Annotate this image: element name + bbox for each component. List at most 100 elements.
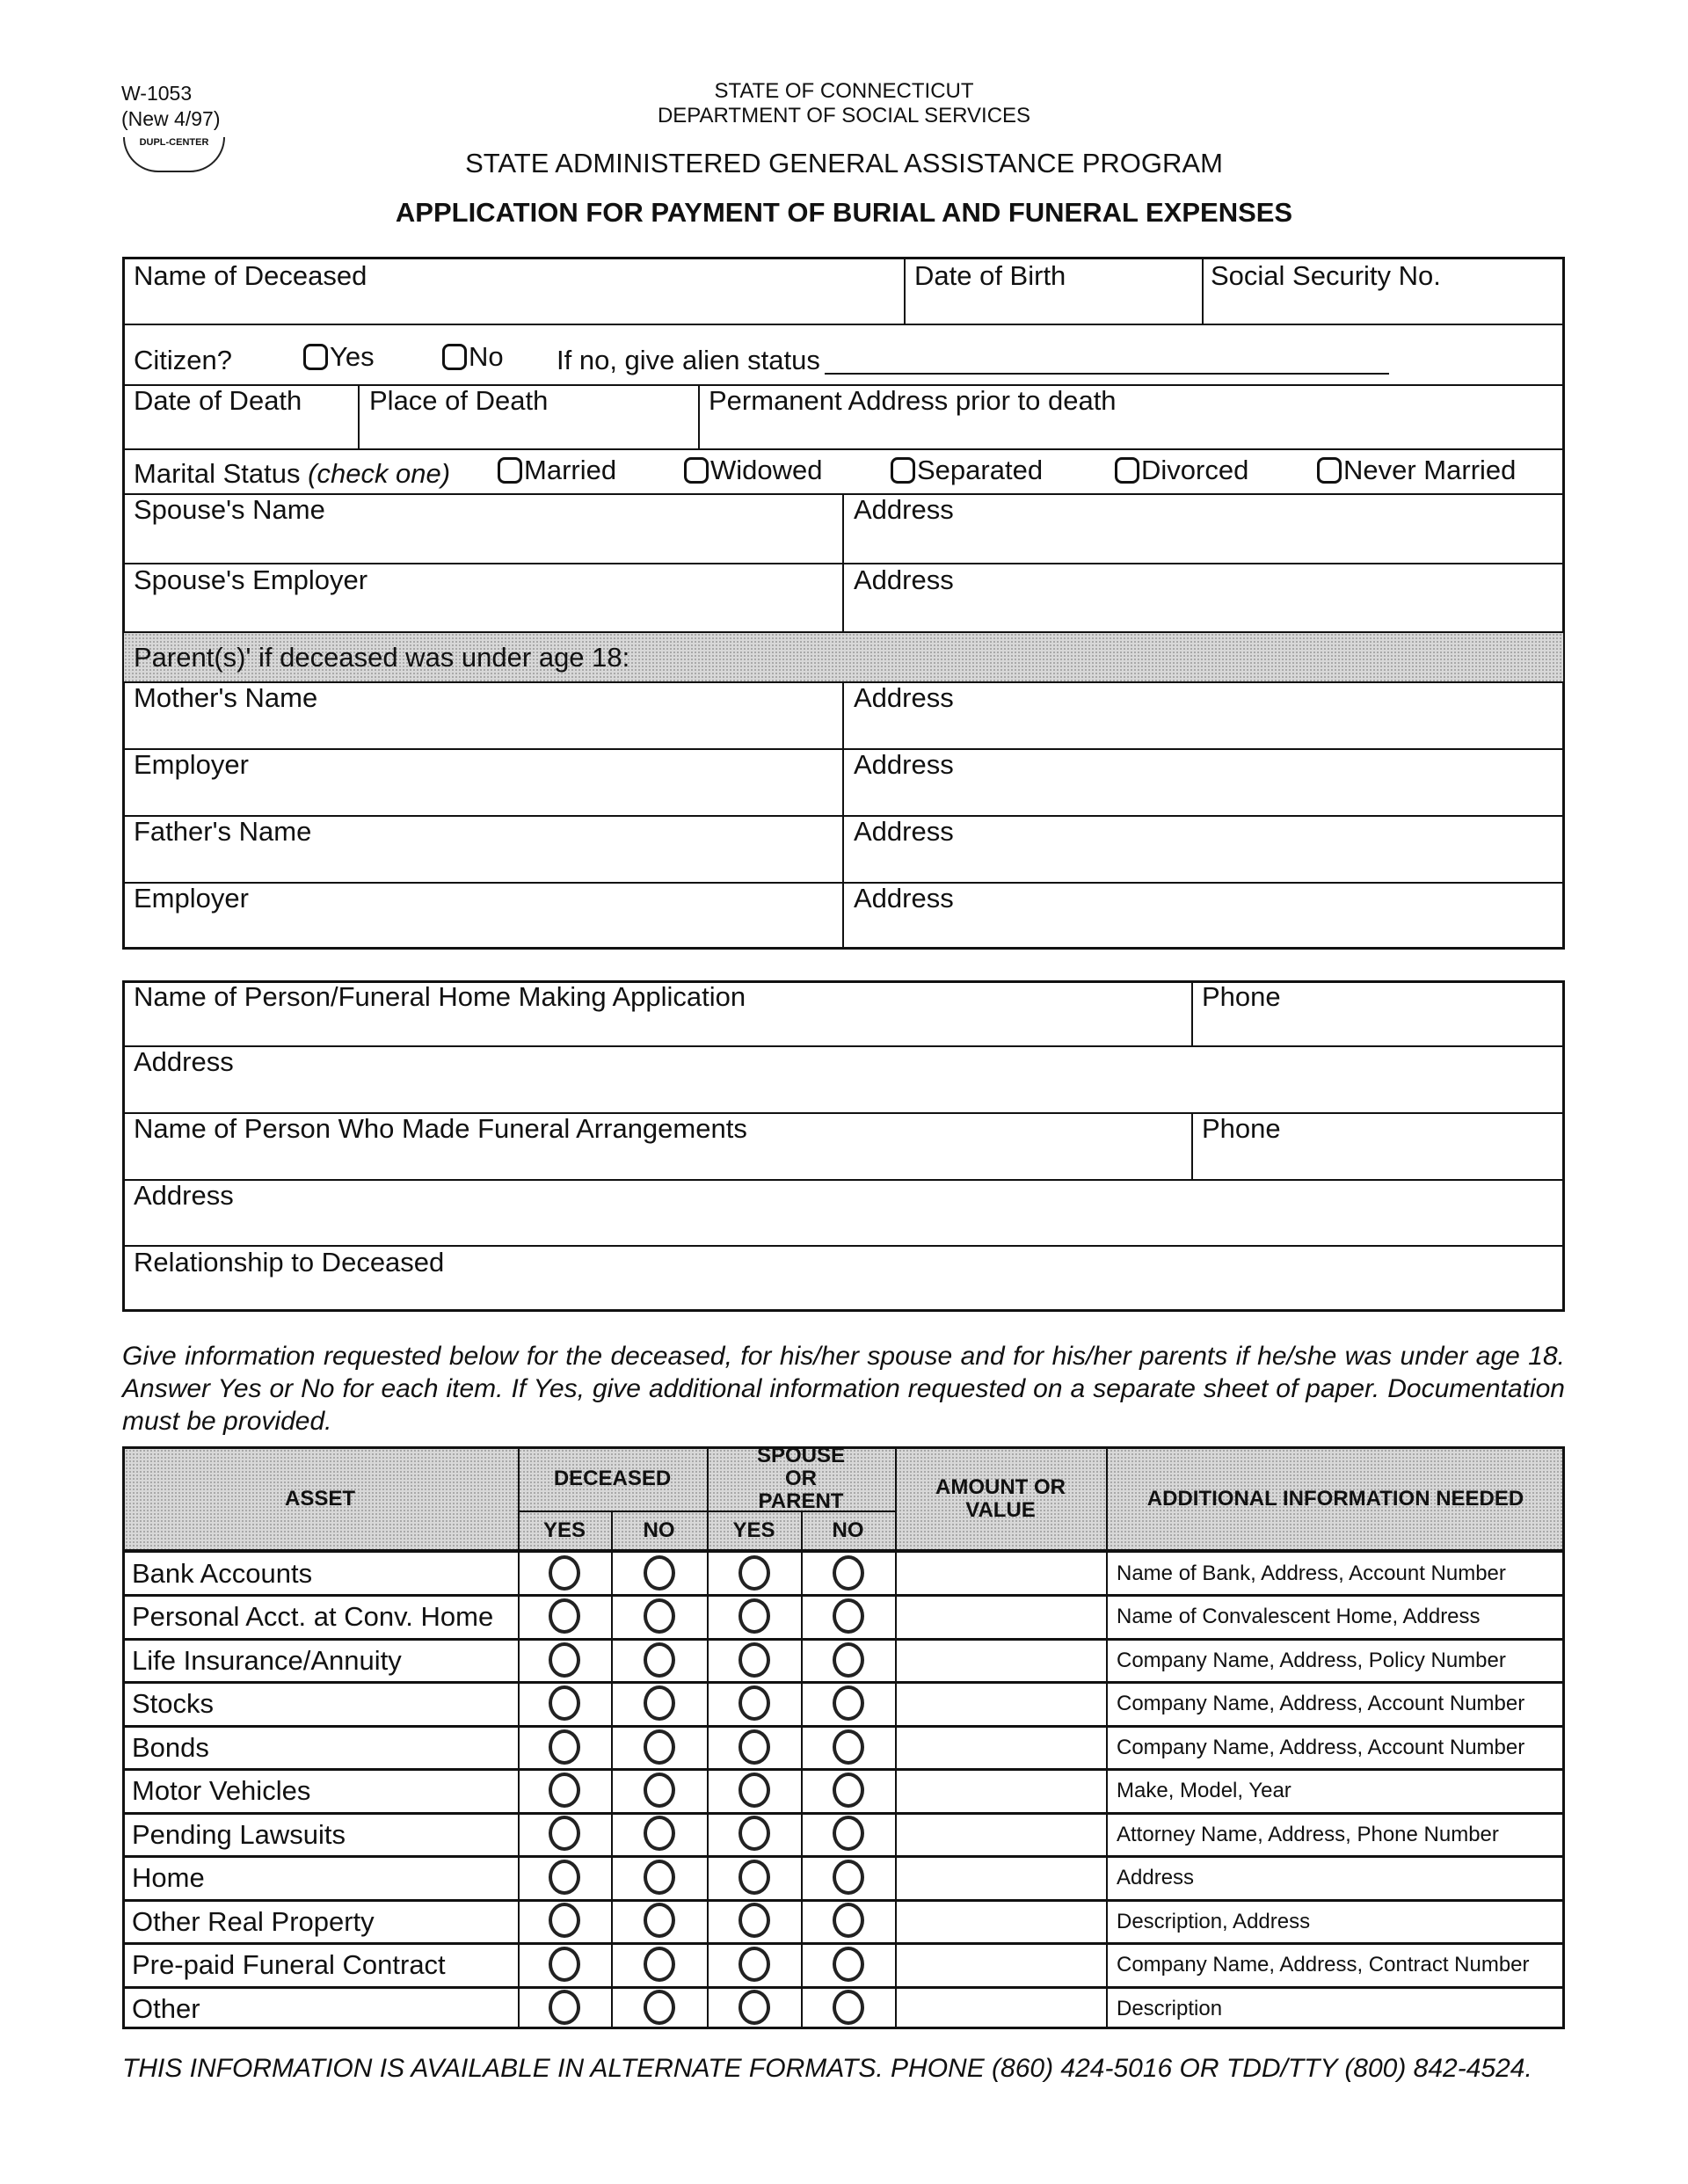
father-employer-field[interactable]: Employer (134, 883, 249, 914)
marital-never-married-checkbox[interactable]: Never Married (1317, 455, 1516, 486)
spouse-yes-radio[interactable] (738, 1903, 770, 1939)
deceased-no-radio[interactable] (643, 1903, 675, 1939)
spouse-employer-address-field[interactable]: Address (854, 564, 954, 595)
deceased-yes-radio[interactable] (549, 1946, 580, 1982)
asset-name: Bank Accounts (132, 1558, 313, 1589)
deceased-yes-radio[interactable] (549, 1859, 580, 1895)
amount-value-field[interactable] (897, 1551, 1104, 1594)
applicant-section (122, 980, 1565, 1312)
spouse-no-radio[interactable] (832, 1990, 864, 2026)
applicant-address-field[interactable]: Address (134, 1046, 234, 1077)
name-of-deceased-field[interactable]: Name of Deceased (134, 260, 367, 291)
deceased-no-radio[interactable] (643, 1859, 675, 1895)
arrangements-address-field[interactable]: Address (134, 1180, 234, 1211)
alien-status-input[interactable] (825, 373, 1389, 375)
date-of-death-field[interactable]: Date of Death (134, 385, 302, 416)
deceased-yes-radio[interactable] (549, 1729, 580, 1765)
amount-value-field[interactable] (897, 1855, 1104, 1898)
spouse-no-radio[interactable] (832, 1946, 864, 1982)
spouse-no-radio[interactable] (832, 1642, 864, 1678)
deceased-yes-radio[interactable] (549, 1642, 580, 1678)
mother-employer-field[interactable]: Employer (134, 749, 249, 780)
spouse-no-radio[interactable] (832, 1729, 864, 1765)
spouse-yes-radio[interactable] (738, 1729, 770, 1765)
marital-separated-checkbox[interactable]: Separated (891, 455, 1043, 486)
spouse-yes-radio[interactable] (738, 1685, 770, 1722)
spouse-no-radio[interactable] (832, 1598, 864, 1634)
spouse-no-radio[interactable] (832, 1685, 864, 1722)
spouse-address-field[interactable]: Address (854, 494, 954, 525)
marital-married-checkbox[interactable]: Married (498, 455, 616, 486)
citizen-yes-checkbox[interactable]: Yes (303, 341, 375, 373)
spouse-name-field[interactable]: Spouse's Name (134, 494, 325, 525)
marital-label: Marital Status (134, 458, 301, 489)
date-of-birth-field[interactable]: Date of Birth (914, 260, 1066, 291)
ssn-field[interactable]: Social Security No. (1211, 260, 1441, 291)
deceased-yes-radio[interactable] (549, 1773, 580, 1808)
spouse-yes-radio[interactable] (738, 1816, 770, 1852)
marital-divorced-checkbox[interactable]: Divorced (1115, 455, 1248, 486)
spouse-no-radio[interactable] (832, 1554, 864, 1591)
amount-value-field[interactable] (897, 1812, 1104, 1855)
deceased-no-radio[interactable] (643, 1729, 675, 1765)
amount-value-field[interactable] (897, 1768, 1104, 1811)
marital-widowed-checkbox[interactable]: Widowed (684, 455, 823, 486)
additional-info-text: Name of Bank, Address, Account Number (1117, 1562, 1506, 1585)
citizen-no-checkbox[interactable]: No (442, 341, 504, 373)
spouse-no-radio[interactable] (832, 1816, 864, 1852)
father-name-field[interactable]: Father's Name (134, 816, 312, 847)
deceased-yes-radio[interactable] (549, 1598, 580, 1634)
deceased-no-radio[interactable] (643, 1685, 675, 1722)
amount-value-field[interactable] (897, 1899, 1104, 1942)
relationship-field[interactable]: Relationship to Deceased (134, 1247, 445, 1278)
deceased-no-radio[interactable] (643, 1598, 675, 1634)
header-asset: ASSET (284, 1486, 355, 1511)
deceased-no-radio[interactable] (643, 1773, 675, 1808)
deceased-yes-radio[interactable] (549, 1554, 580, 1591)
amount-value-field[interactable] (897, 1725, 1104, 1768)
arrangements-name-field[interactable]: Name of Person Who Made Funeral Arrangem… (134, 1113, 747, 1144)
option-label: Never Married (1343, 455, 1517, 485)
amount-value-field[interactable] (897, 1942, 1104, 1985)
spouse-yes-radio[interactable] (738, 1598, 770, 1634)
mother-employer-address-field[interactable]: Address (854, 749, 954, 780)
father-address-field[interactable]: Address (854, 816, 954, 847)
spouse-no-radio[interactable] (832, 1903, 864, 1939)
spouse-no-radio[interactable] (832, 1859, 864, 1895)
spouse-yes-radio[interactable] (738, 1554, 770, 1591)
asset-name: Pending Lawsuits (132, 1818, 346, 1850)
program-title: STATE ADMINISTERED GENERAL ASSISTANCE PR… (465, 148, 1223, 178)
deceased-yes-radio[interactable] (549, 1685, 580, 1722)
mother-address-field[interactable]: Address (854, 682, 954, 713)
deceased-no-radio[interactable] (643, 1990, 675, 2026)
deceased-yes-radio[interactable] (549, 1903, 580, 1939)
place-of-death-field[interactable]: Place of Death (369, 385, 549, 416)
amount-value-field[interactable] (897, 1986, 1104, 2029)
spouse-yes-radio[interactable] (738, 1859, 770, 1895)
additional-info-text: Attorney Name, Address, Phone Number (1117, 1822, 1499, 1846)
spouse-yes-radio[interactable] (738, 1990, 770, 2026)
deceased-yes-radio[interactable] (549, 1990, 580, 2026)
alternate-formats-footer: THIS INFORMATION IS AVAILABLE IN ALTERNA… (122, 2054, 1532, 2083)
amount-value-field[interactable] (897, 1638, 1104, 1681)
applicant-phone-field[interactable]: Phone (1202, 981, 1281, 1012)
arrangements-phone-field[interactable]: Phone (1202, 1113, 1281, 1144)
spouse-yes-radio[interactable] (738, 1946, 770, 1982)
deceased-no-radio[interactable] (643, 1554, 675, 1591)
spouse-yes-radio[interactable] (738, 1642, 770, 1678)
deceased-no-radio[interactable] (643, 1642, 675, 1678)
deceased-no-radio[interactable] (643, 1816, 675, 1852)
spouse-yes-radio[interactable] (738, 1773, 770, 1808)
department-name: DEPARTMENT OF SOCIAL SERVICES (657, 104, 1031, 127)
spouse-employer-field[interactable]: Spouse's Employer (134, 564, 368, 595)
mother-name-field[interactable]: Mother's Name (134, 682, 318, 713)
deceased-yes-radio[interactable] (549, 1816, 580, 1852)
amount-value-field[interactable] (897, 1681, 1104, 1724)
deceased-no-radio[interactable] (643, 1946, 675, 1982)
amount-value-field[interactable] (897, 1594, 1104, 1637)
permanent-address-field[interactable]: Permanent Address prior to death (709, 385, 1117, 416)
additional-info-text: Description, Address (1117, 1909, 1311, 1933)
applicant-name-field[interactable]: Name of Person/Funeral Home Making Appli… (134, 981, 746, 1012)
father-employer-address-field[interactable]: Address (854, 883, 954, 914)
spouse-no-radio[interactable] (832, 1773, 864, 1808)
